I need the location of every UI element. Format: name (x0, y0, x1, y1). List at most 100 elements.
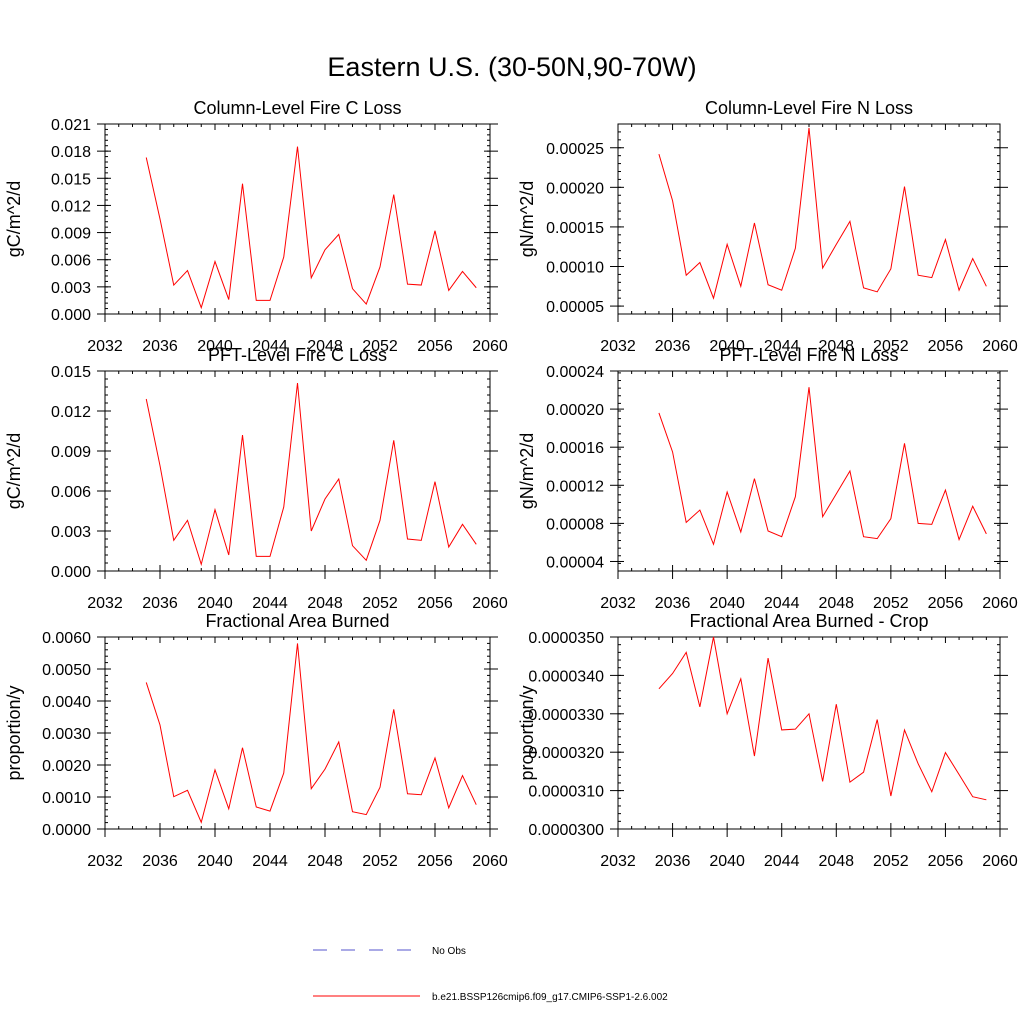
y-axis-label: gN/m^2/d (517, 433, 537, 509)
x-tick-label: 2052 (873, 853, 909, 870)
x-tick-label: 2040 (197, 853, 233, 870)
y-axis-label: proportion/y (4, 685, 24, 780)
y-tick-label: 0.00024 (546, 364, 604, 381)
y-tick-label: 0.0050 (42, 662, 91, 679)
y-tick-label: 0.006 (51, 484, 91, 501)
plot-frame (617, 123, 1001, 315)
x-tick-label: 2040 (197, 595, 233, 612)
x-tick-label: 2040 (709, 853, 745, 870)
y-tick-label: 0.0010 (42, 790, 91, 807)
x-tick-label: 2056 (928, 338, 964, 355)
x-tick-label: 2036 (655, 595, 691, 612)
y-tick-label: 0.009 (51, 226, 91, 243)
series-line-1 (145, 146, 477, 310)
panel-title: Fractional Area Burned (205, 611, 389, 631)
x-tick-label: 2036 (655, 338, 691, 355)
x-tick-label: 2044 (764, 595, 800, 612)
x-tick-label: 2056 (417, 338, 453, 355)
y-axis-label: gN/m^2/d (517, 181, 537, 257)
plot-frame (104, 370, 491, 572)
plot-frame (104, 123, 491, 315)
x-tick-label: 2052 (362, 338, 398, 355)
x-tick-label: 2060 (982, 853, 1018, 870)
legend-label-obs: No Obs (432, 946, 466, 957)
x-tick-label: 2056 (417, 595, 453, 612)
x-tick-label: 2048 (307, 853, 343, 870)
series-line-1 (658, 127, 987, 300)
y-axis-label: gC/m^2/d (4, 433, 24, 509)
x-tick-label: 2044 (764, 853, 800, 870)
x-tick-label: 2032 (600, 595, 636, 612)
x-tick-label: 2048 (307, 338, 343, 355)
y-tick-label: 0.0060 (42, 630, 91, 647)
y-tick-label: 0.000 (51, 307, 91, 324)
y-tick-label: 0.0000320 (528, 745, 604, 762)
y-tick-label: 0.00008 (546, 516, 604, 533)
x-tick-label: 2056 (417, 853, 453, 870)
chart-panel-3: PFT-Level Fire C Loss 2032 2036 2040 2044 204… (4, 345, 508, 612)
y-tick-label: 0.0030 (42, 726, 91, 743)
y-tick-label: 0.00020 (546, 180, 604, 197)
y-tick-label: 0.00005 (546, 299, 604, 316)
series-line-1 (145, 643, 477, 824)
series-line-1 (658, 387, 987, 546)
y-tick-label: 0.012 (51, 404, 91, 421)
x-tick-label: 2036 (142, 853, 178, 870)
figure-title: Eastern U.S. (30-50N,90-70W) (327, 52, 696, 82)
x-tick-label: 2060 (982, 595, 1018, 612)
y-tick-label: 0.000 (51, 564, 91, 581)
plot-frame (617, 370, 1001, 572)
legend-label-model: b.e21.BSSP126cmip6.f09_g17.CMIP6-SSP1-2.… (432, 992, 668, 1003)
y-tick-label: 0.003 (51, 280, 91, 297)
x-tick-label: 2056 (928, 595, 964, 612)
x-tick-label: 2040 (709, 595, 745, 612)
y-tick-label: 0.0000350 (528, 630, 604, 647)
x-tick-label: 2044 (252, 595, 288, 612)
x-tick-label: 2032 (87, 338, 123, 355)
x-tick-label: 2052 (873, 338, 909, 355)
x-tick-label: 2036 (142, 338, 178, 355)
x-tick-label: 2044 (252, 338, 288, 355)
y-tick-label: 0.00010 (546, 260, 604, 277)
y-tick-label: 0.015 (51, 364, 91, 381)
x-tick-label: 2052 (362, 853, 398, 870)
y-tick-label: 0.0000330 (528, 707, 604, 724)
y-tick-label: 0.015 (51, 171, 91, 188)
x-tick-label: 2032 (87, 595, 123, 612)
plot-frame (617, 636, 1001, 830)
x-tick-label: 2032 (600, 853, 636, 870)
plot-frame (104, 636, 491, 830)
y-tick-label: 0.0040 (42, 694, 91, 711)
chart-panel-1: Column-Level Fire C Loss 2032 2036 2040 2044… (4, 98, 508, 355)
panel-title: Column-Level Fire N Loss (705, 98, 913, 118)
legend: No Obs b.e21.BSSP126cmip6.f09_g17.CMIP6-… (313, 946, 668, 1003)
y-tick-label: 0.00016 (546, 440, 604, 457)
x-tick-label: 2048 (818, 595, 854, 612)
panel-title: PFT-Level Fire C Loss (208, 345, 387, 365)
panel-title: Column-Level Fire C Loss (193, 98, 401, 118)
x-tick-label: 2060 (472, 595, 508, 612)
y-tick-label: 0.012 (51, 198, 91, 215)
y-tick-label: 0.00025 (546, 141, 604, 158)
y-tick-label: 0.00004 (546, 554, 604, 571)
x-tick-label: 2040 (709, 338, 745, 355)
y-tick-label: 0.003 (51, 524, 91, 541)
y-tick-label: 0.0000340 (528, 668, 604, 685)
y-tick-label: 0.0000300 (528, 822, 604, 839)
x-tick-label: 2040 (197, 338, 233, 355)
series-line-1 (658, 636, 987, 801)
x-tick-label: 2048 (818, 338, 854, 355)
x-tick-label: 2032 (87, 853, 123, 870)
y-tick-label: 0.009 (51, 444, 91, 461)
x-tick-label: 2036 (655, 853, 691, 870)
x-tick-label: 2044 (764, 338, 800, 355)
chart-panel-6: Fractional Area Burned - Crop 2032 2036 204… (517, 611, 1018, 870)
x-tick-label: 2060 (472, 853, 508, 870)
y-tick-label: 0.0020 (42, 758, 91, 775)
x-tick-label: 2056 (928, 853, 964, 870)
y-axis-label: proportion/y (517, 685, 537, 780)
y-tick-label: 0.0000310 (528, 784, 604, 801)
y-tick-label: 0.018 (51, 144, 91, 161)
y-tick-label: 0.00012 (546, 478, 604, 495)
x-tick-label: 2036 (142, 595, 178, 612)
